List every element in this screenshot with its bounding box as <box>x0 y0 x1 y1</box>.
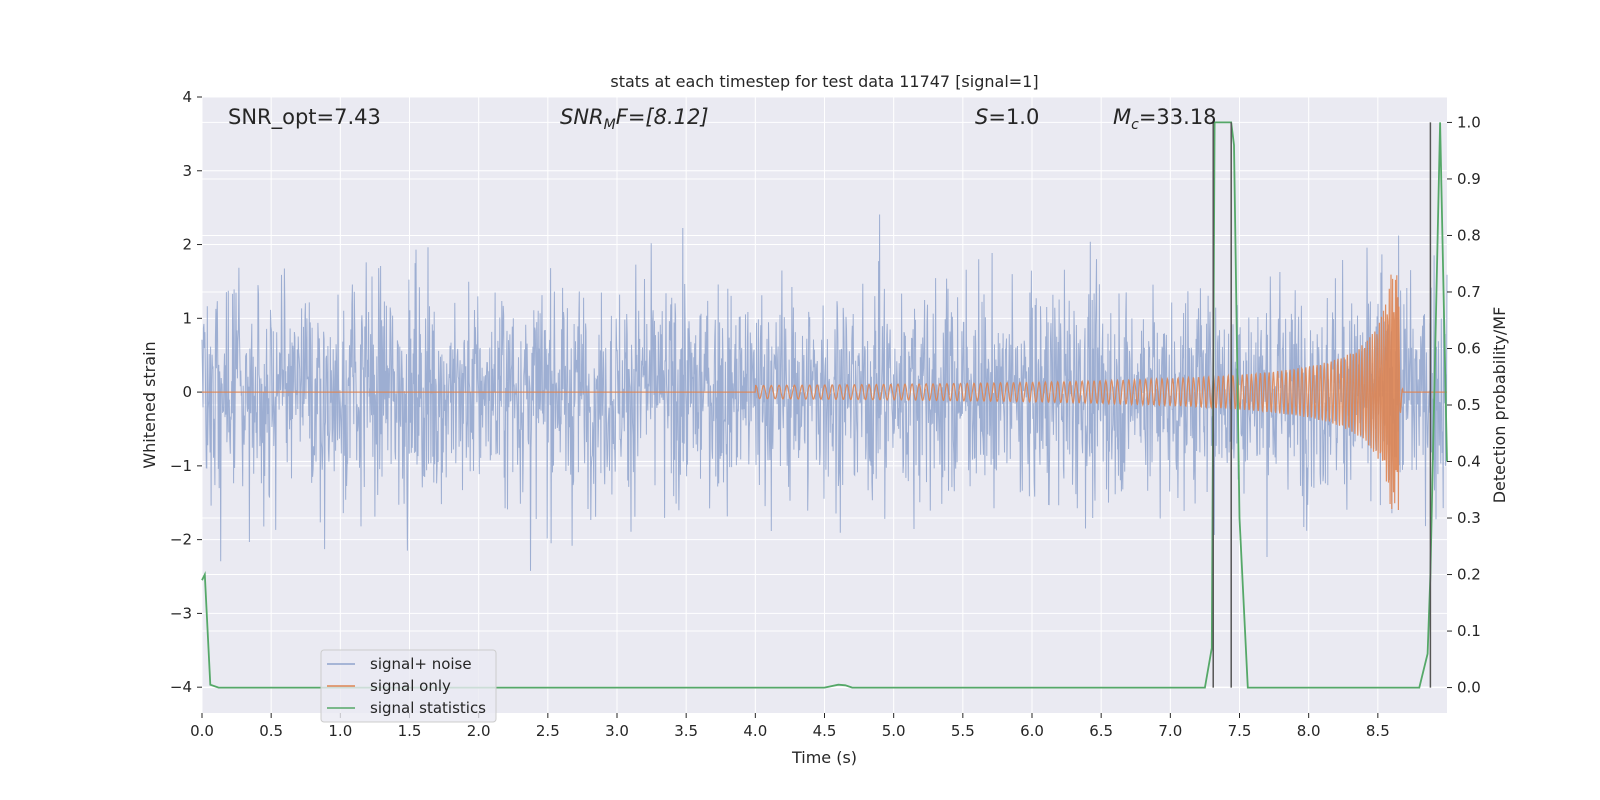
annotation-snr-mf: SNRMF=[8.12] <box>560 105 709 133</box>
annotation-snr-opt: SNR_opt=7.43 <box>228 105 381 130</box>
signal-only-line <box>202 274 1447 511</box>
annotation-snr-mf-tail: F=[8.12] <box>616 105 709 129</box>
y-right-tick-label: 0.6 <box>1457 339 1481 357</box>
annotation-mc-symbol: M <box>1113 105 1131 129</box>
y-right-tick-label: 0.0 <box>1457 679 1481 697</box>
axis-ticks: 0.0 0.5 1.0 1.5 2.0 2.5 3.0 3.5 4.0 4.5 5.0 5.5 6.0 6… <box>170 88 1481 740</box>
y-right-tick-label: 0.5 <box>1457 396 1481 414</box>
legend-label-signal-noise: signal+ noise <box>370 655 472 673</box>
annotation-mc-value: =33.18 <box>1139 105 1217 129</box>
x-tick-label: 5.0 <box>882 722 906 740</box>
y-left-tick-label: 1 <box>182 309 192 327</box>
annotation-s-value: =1.0 <box>988 105 1039 129</box>
x-tick-label: 7.5 <box>1228 722 1252 740</box>
y-right-tick-label: 0.8 <box>1457 226 1481 244</box>
series-signal-only <box>202 274 1447 511</box>
legend-label-signal-only: signal only <box>370 677 451 695</box>
annotation-mc: Mc=33.18 <box>1113 105 1217 133</box>
annotation-snr-mf-main: SNR <box>560 105 604 129</box>
y-axis-label-left: Whitened strain <box>140 341 159 468</box>
vertical-markers <box>1212 122 1432 688</box>
x-tick-label: 2.0 <box>467 722 491 740</box>
x-tick-label: 4.5 <box>813 722 837 740</box>
x-tick-label: 2.5 <box>536 722 560 740</box>
y-right-tick-label: 0.4 <box>1457 453 1481 471</box>
y-left-tick-label: −4 <box>170 678 192 696</box>
series-signal-statistics <box>201 121 1448 689</box>
series-signal-noise <box>201 214 1448 571</box>
y-left-tick-label: 3 <box>182 162 192 180</box>
y-left-tick-label: 4 <box>182 88 192 106</box>
y-left-tick-label: −2 <box>170 531 192 549</box>
chart-title: stats at each timestep for test data 117… <box>610 72 1038 91</box>
x-tick-label: 8.5 <box>1366 722 1390 740</box>
annotation-s: S=1.0 <box>975 105 1039 129</box>
x-tick-label: 8.0 <box>1297 722 1321 740</box>
legend-label-signal-statistics: signal statistics <box>370 699 486 717</box>
annotation-mc-sub: c <box>1131 117 1139 133</box>
x-tick-label: 4.0 <box>743 722 767 740</box>
y-left-tick-label: 0 <box>182 383 192 401</box>
x-tick-label: 1.5 <box>398 722 422 740</box>
legend: signal+ noise signal only signal statist… <box>320 649 497 723</box>
y-left-tick-label: −3 <box>170 604 192 622</box>
legend-box <box>320 649 497 723</box>
annotation-s-symbol: S <box>975 105 988 129</box>
x-tick-label: 1.0 <box>328 722 352 740</box>
signal-noise-line <box>201 214 1448 571</box>
x-axis-label: Time (s) <box>791 748 857 767</box>
y-axis-label-right: Detection probability/MF <box>1490 307 1509 504</box>
annotation-snr-mf-sub: M <box>604 117 616 133</box>
x-tick-label: 5.5 <box>951 722 975 740</box>
x-tick-label: 0.0 <box>190 722 214 740</box>
x-tick-label: 3.0 <box>605 722 629 740</box>
y-right-tick-label: 0.2 <box>1457 566 1481 584</box>
x-tick-label: 7.0 <box>1158 722 1182 740</box>
x-tick-label: 3.5 <box>674 722 698 740</box>
x-tick-label: 6.0 <box>1020 722 1044 740</box>
y-right-tick-label: 0.7 <box>1457 283 1481 301</box>
y-left-tick-label: −1 <box>170 457 192 475</box>
y-right-tick-label: 0.1 <box>1457 622 1481 640</box>
signal-statistics-line <box>201 121 1448 689</box>
x-tick-label: 6.5 <box>1089 722 1113 740</box>
y-left-tick-label: 2 <box>182 236 192 254</box>
x-tick-label: 0.5 <box>259 722 283 740</box>
y-right-tick-label: 0.9 <box>1457 170 1481 188</box>
y-right-tick-label: 0.3 <box>1457 509 1481 527</box>
y-right-tick-label: 1.0 <box>1457 113 1481 131</box>
